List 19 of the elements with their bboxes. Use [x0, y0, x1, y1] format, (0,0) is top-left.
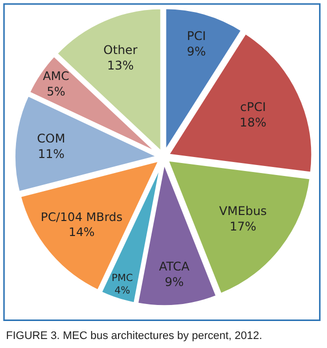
slice-label: ATCA: [158, 260, 190, 274]
slice-label: AMC: [42, 69, 70, 84]
caption: FIGURE 3. MEC bus architectures by percent, 2012.: [6, 330, 262, 342]
slice-label: cPCI: [240, 100, 266, 114]
slice-label: PMC: [112, 272, 134, 284]
data-label: 5%: [46, 84, 66, 99]
data-label: 11%: [38, 147, 64, 162]
data-label: 17%: [230, 219, 256, 234]
data-label: 14%: [68, 225, 95, 240]
slice-label: Other: [103, 42, 138, 57]
data-label: 9%: [164, 275, 184, 290]
data-label: 9%: [186, 44, 206, 59]
slice-label: VMEbus: [219, 204, 267, 218]
slice-label: COM: [37, 132, 66, 146]
data-label: 13%: [107, 58, 134, 72]
slice-label: PC/104 MBrds: [40, 210, 123, 224]
data-label: 4%: [114, 286, 130, 297]
data-label: 18%: [240, 116, 266, 130]
slice-label: PCI: [186, 28, 206, 43]
